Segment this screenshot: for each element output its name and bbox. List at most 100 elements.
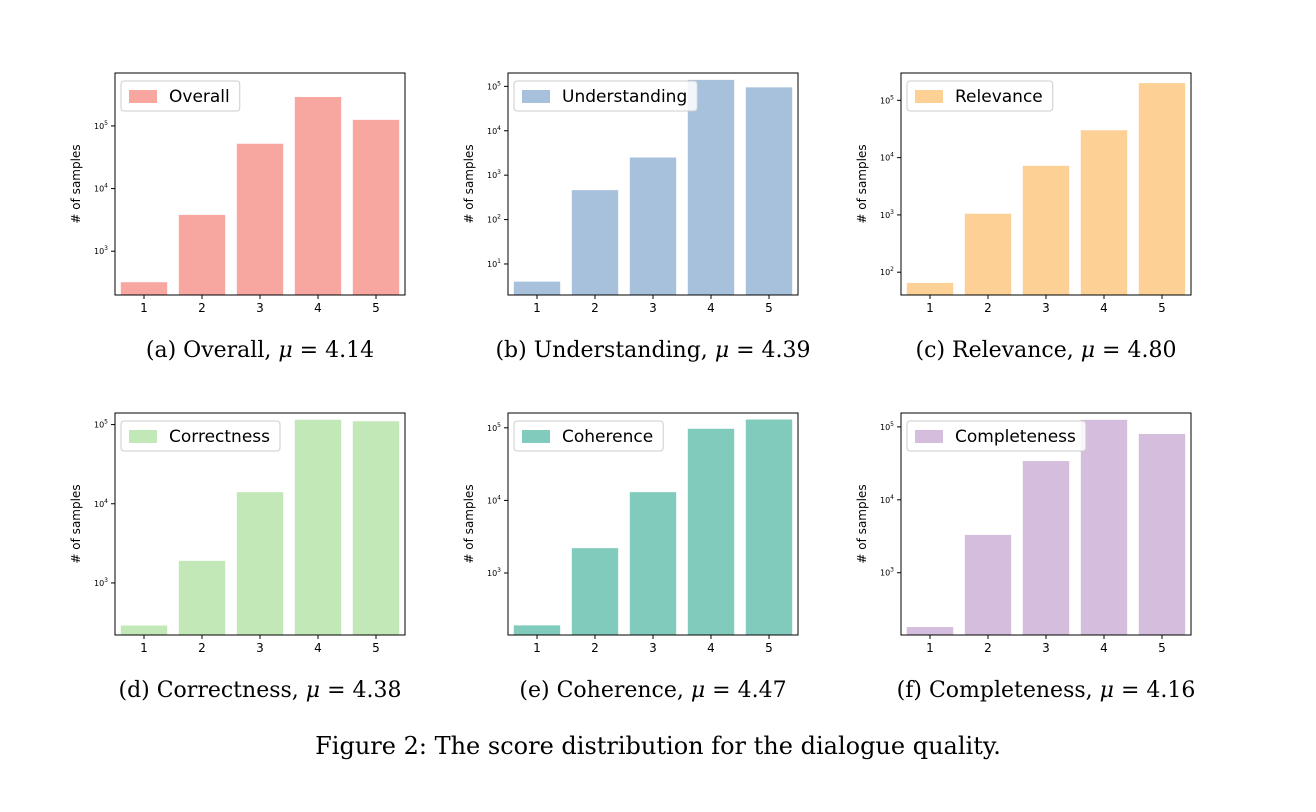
y-tick-label: 105 <box>487 80 501 91</box>
y-tick-label: 103 <box>880 567 894 578</box>
legend: Understanding <box>513 80 698 112</box>
y-tick-label: 104 <box>94 183 108 194</box>
x-tick-label: 3 <box>1042 301 1050 315</box>
y-tick-label: 105 <box>94 419 108 430</box>
caption-completeness: (f) Completeness, μ = 4.16 <box>846 678 1246 703</box>
caption-mu: μ <box>1080 338 1096 363</box>
y-tick-label: 103 <box>94 245 108 256</box>
caption-understanding: (b) Understanding, μ = 4.39 <box>453 338 853 363</box>
caption-overall: (a) Overall, μ = 4.14 <box>60 338 460 363</box>
caption-value: = 4.38 <box>320 678 402 703</box>
bar-2 <box>571 548 619 635</box>
caption-mu: μ <box>278 338 293 363</box>
chart-overall: 1 2 3 4 5 103 104 105 # of samples Overall <box>69 72 406 315</box>
panel-correctness: 1 2 3 4 5 103 104 105 # of samples Correctness (d… <box>60 410 460 720</box>
y-tick-label: 103 <box>94 577 108 588</box>
legend: Correctness <box>120 420 281 452</box>
x-tick-label: 1 <box>533 301 541 315</box>
legend-label: Relevance <box>955 87 1043 107</box>
caption-prefix: (e) Coherence, <box>519 678 691 703</box>
legend-swatch <box>522 90 550 103</box>
bar-2 <box>178 214 226 295</box>
legend-box <box>513 80 698 112</box>
y-axis-label: # of samples <box>69 484 83 563</box>
x-tick-label: 2 <box>984 301 992 315</box>
legend-box <box>906 80 1054 112</box>
bar-1 <box>513 625 561 635</box>
x-tick-label: 1 <box>140 641 148 655</box>
bar-3 <box>236 143 284 295</box>
x-tick-label: 4 <box>314 301 322 315</box>
x-tick-label: 1 <box>533 641 541 655</box>
y-axis-label: # of samples <box>69 144 83 223</box>
x-tick-label: 5 <box>372 641 380 655</box>
chart-relevance: 1 2 3 4 5 102 103 104 105 # of samples Relevance <box>855 72 1192 315</box>
caption-prefix: (a) Overall, <box>145 338 279 363</box>
panel-understanding: 1 2 3 4 5 101 102 103 104 105 # of samples Understa… <box>453 70 853 380</box>
bar-2 <box>964 213 1012 295</box>
x-tick-label: 5 <box>1158 641 1166 655</box>
y-tick-label: 105 <box>94 120 108 131</box>
legend-label: Overall <box>169 87 230 107</box>
x-tick-label: 3 <box>649 641 657 655</box>
bar-5 <box>745 87 793 296</box>
legend-swatch <box>129 90 157 103</box>
y-axis-label: # of samples <box>855 484 869 563</box>
y-tick-label: 103 <box>487 169 501 180</box>
x-tick-label: 5 <box>372 301 380 315</box>
caption-value: = 4.39 <box>729 338 811 363</box>
bar-5 <box>1138 83 1186 295</box>
bar-4 <box>294 96 342 295</box>
panel-overall: 1 2 3 4 5 103 104 105 # of samples Overall (a) Ov… <box>60 70 460 380</box>
legend: Overall <box>120 80 241 112</box>
caption-correctness: (d) Correctness, μ = 4.38 <box>60 678 460 703</box>
y-tick-label: 102 <box>880 266 894 277</box>
legend-swatch <box>915 90 943 103</box>
bar-4 <box>687 428 735 635</box>
legend-swatch <box>915 430 943 443</box>
caption-mu: μ <box>690 678 706 703</box>
legend-box <box>513 420 664 452</box>
bar-5 <box>1138 433 1186 635</box>
bar-2 <box>571 190 619 295</box>
bar-1 <box>906 282 954 295</box>
x-tick-label: 4 <box>1100 301 1108 315</box>
caption-prefix: (d) Correctness, <box>118 678 306 703</box>
caption-mu: μ <box>305 678 321 703</box>
caption-value: = 4.80 <box>1095 338 1177 363</box>
y-tick-label: 102 <box>487 214 501 225</box>
bar-1 <box>120 625 168 635</box>
y-tick-label: 103 <box>487 567 501 578</box>
x-tick-label: 5 <box>1158 301 1166 315</box>
legend: Coherence <box>513 420 664 452</box>
caption-mu: μ <box>1099 678 1114 703</box>
y-tick-label: 105 <box>880 421 894 432</box>
bar-3 <box>629 492 677 635</box>
caption-value: = 4.16 <box>1113 678 1196 703</box>
legend-swatch <box>522 430 550 443</box>
caption-prefix: (b) Understanding, <box>495 338 715 363</box>
x-tick-label: 4 <box>1100 641 1108 655</box>
y-axis-label: # of samples <box>462 144 476 223</box>
x-tick-label: 2 <box>591 301 599 315</box>
bar-3 <box>629 157 677 295</box>
y-axis-label: # of samples <box>462 484 476 563</box>
x-tick-label: 4 <box>707 301 715 315</box>
x-tick-label: 2 <box>984 641 992 655</box>
x-tick-label: 3 <box>256 641 264 655</box>
x-tick-label: 5 <box>765 641 773 655</box>
bar-5 <box>745 419 793 635</box>
legend-box <box>906 420 1087 452</box>
caption-value: = 4.14 <box>292 338 375 363</box>
bar-2 <box>178 560 226 635</box>
y-tick-label: 104 <box>487 125 501 136</box>
bar-3 <box>1022 461 1070 635</box>
legend-box <box>120 80 241 112</box>
bar-4 <box>687 79 735 295</box>
bar-3 <box>1022 165 1070 295</box>
bar-1 <box>906 627 954 635</box>
x-tick-label: 1 <box>926 301 934 315</box>
x-tick-label: 3 <box>649 301 657 315</box>
x-tick-label: 1 <box>140 301 148 315</box>
